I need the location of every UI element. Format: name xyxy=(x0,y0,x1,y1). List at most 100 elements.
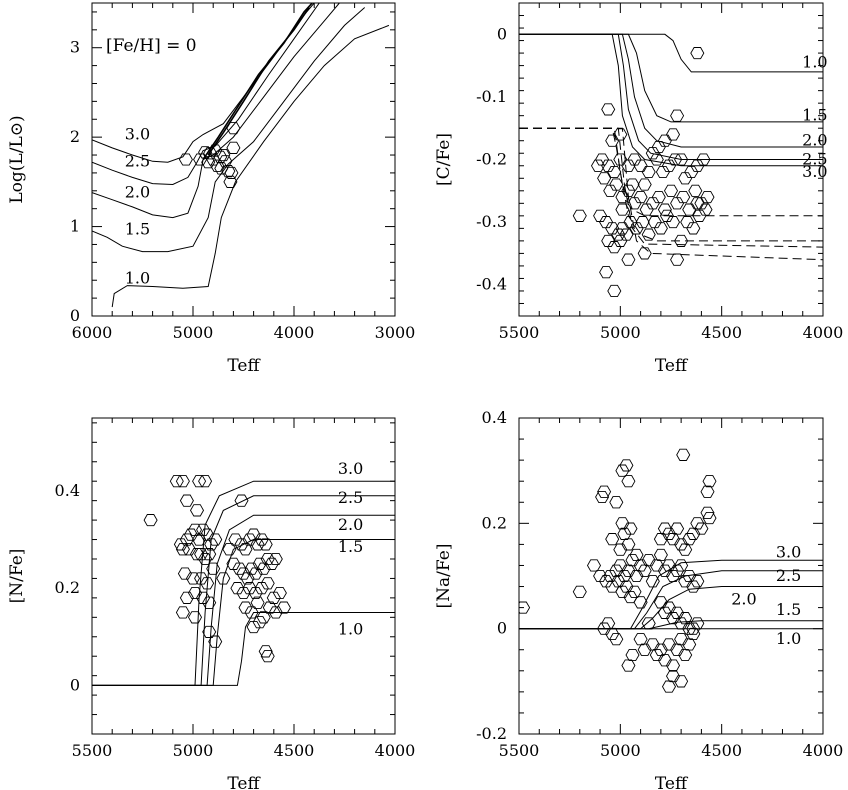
x-tick-label: 4500 xyxy=(701,323,742,342)
mass-label: 1.0 xyxy=(125,268,150,287)
star-marker xyxy=(635,216,650,229)
star-marker xyxy=(670,643,685,656)
star-marker xyxy=(254,582,269,595)
x-axis-label: Teff xyxy=(227,356,261,376)
model-track-line xyxy=(92,3,320,186)
star-marker xyxy=(173,538,188,551)
star-marker xyxy=(175,475,190,488)
star-marker xyxy=(244,562,259,575)
panel-na-fe: 5500 5000 4500 4000 -0.2 0 0.2 0.4 Teff [Na/Fe] 3.… xyxy=(434,408,843,790)
star-marker xyxy=(246,528,261,541)
y-tick-label: 0.2 xyxy=(482,513,507,532)
star-marker xyxy=(216,148,231,162)
plot-frame xyxy=(518,417,824,735)
model-track-line xyxy=(202,3,313,160)
star-marker xyxy=(633,190,648,204)
y-axis-label: [N/Fe] xyxy=(7,549,27,604)
star-marker xyxy=(609,496,624,509)
star-marker xyxy=(696,153,711,166)
model-track-line xyxy=(111,24,390,308)
star-marker xyxy=(649,153,664,166)
star-marker xyxy=(645,147,660,160)
star-marker xyxy=(599,266,614,279)
star-marker xyxy=(651,140,666,154)
star-marker xyxy=(178,153,193,166)
star-marker xyxy=(641,617,656,630)
star-marker xyxy=(661,559,677,572)
mass-label: 2.5 xyxy=(776,566,801,585)
star-marker xyxy=(692,209,707,222)
star-marker xyxy=(655,165,670,179)
star-marker xyxy=(651,190,666,204)
star-marker xyxy=(232,562,247,575)
metallicity-annotation: [Fe/H] = 0 xyxy=(106,36,197,56)
star-marker xyxy=(621,253,636,266)
star-marker xyxy=(189,504,205,517)
star-marker xyxy=(572,585,587,598)
star-marker xyxy=(258,538,273,551)
star-marker xyxy=(613,234,628,247)
star-marker xyxy=(637,178,652,191)
star-marker xyxy=(674,675,689,688)
mass-label: 3.0 xyxy=(125,124,150,143)
star-marker xyxy=(661,680,677,693)
star-marker xyxy=(676,190,691,204)
star-marker xyxy=(674,538,689,551)
star-marker xyxy=(187,523,203,536)
star-marker xyxy=(645,638,660,651)
mass-label: 1.5 xyxy=(776,600,801,619)
star-marker xyxy=(611,575,626,588)
star-marker xyxy=(276,601,291,614)
plot-frame xyxy=(91,2,396,317)
star-marker xyxy=(661,601,677,614)
star-marker xyxy=(597,485,612,498)
y-tick-label: 0 xyxy=(497,24,507,43)
y-tick-label: 0.4 xyxy=(482,408,507,427)
star-marker xyxy=(641,165,656,179)
star-marker xyxy=(601,234,616,247)
model-track-line xyxy=(519,127,823,261)
star-marker xyxy=(670,109,685,122)
mass-label: 2.5 xyxy=(338,488,363,507)
star-marker xyxy=(252,557,267,570)
y-tick-label: -0.2 xyxy=(476,150,507,169)
star-marker xyxy=(649,559,664,572)
y-tick-label: 0.2 xyxy=(55,578,80,597)
star-marker xyxy=(605,580,620,593)
star-marker xyxy=(657,522,672,535)
star-marker xyxy=(609,633,624,646)
star-marker xyxy=(200,528,215,541)
plot-area xyxy=(519,33,823,298)
star-marker xyxy=(657,203,672,216)
star-marker xyxy=(680,216,695,229)
star-marker xyxy=(593,569,608,583)
star-marker xyxy=(613,543,628,556)
star-marker xyxy=(678,172,693,185)
star-marker xyxy=(698,203,713,216)
star-marker xyxy=(665,669,681,683)
x-tick-label: 5500 xyxy=(499,323,540,342)
model-track-line xyxy=(519,33,823,73)
star-marker xyxy=(244,606,259,619)
star-marker xyxy=(246,620,261,634)
mass-label: 1.0 xyxy=(338,619,363,638)
star-marker xyxy=(593,209,608,222)
star-marker xyxy=(248,567,263,580)
star-marker xyxy=(670,253,685,266)
star-marker xyxy=(613,559,628,572)
star-marker xyxy=(572,209,587,222)
star-marker xyxy=(216,572,231,585)
x-tick-label: 4000 xyxy=(803,323,844,342)
mass-label: 2.0 xyxy=(125,183,150,202)
star-marker xyxy=(200,577,215,590)
x-tick-label: 5500 xyxy=(72,741,113,760)
star-marker xyxy=(202,625,217,638)
star-marker xyxy=(700,506,715,519)
star-marker xyxy=(266,591,281,604)
star-marker xyxy=(674,633,689,646)
x-tick-label: 5000 xyxy=(173,323,214,342)
star-marker xyxy=(686,622,701,635)
star-marker xyxy=(623,216,638,229)
star-marker xyxy=(228,533,243,546)
star-marker xyxy=(187,586,203,600)
